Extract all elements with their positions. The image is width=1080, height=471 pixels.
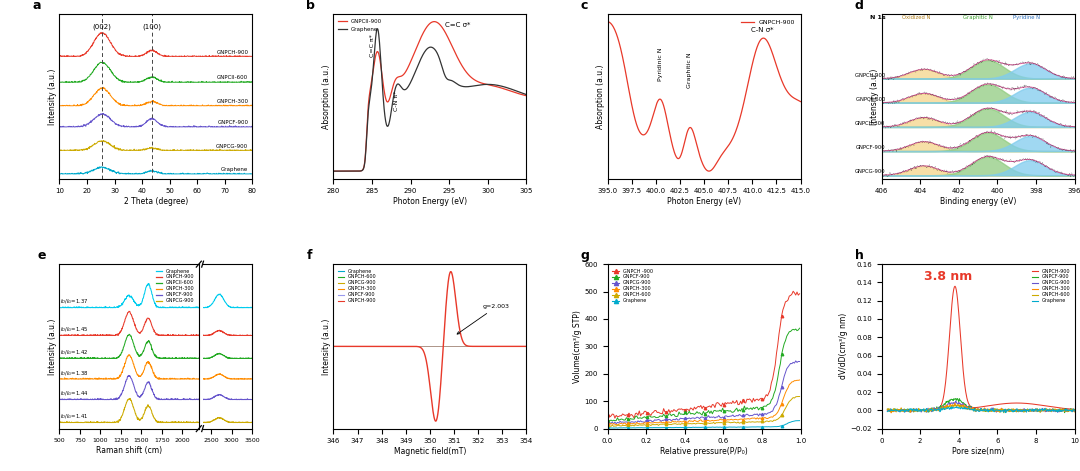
Text: N 1s: N 1s [869,15,886,20]
Text: C-N σ*: C-N σ* [751,27,773,33]
GNPCII-900 [428,19,441,24]
Text: f: f [307,249,312,262]
Text: (002): (002) [93,24,111,30]
X-axis label: Binding energy (eV): Binding energy (eV) [940,197,1016,206]
Graphene [516,90,529,96]
Text: GNPCII 600: GNPCII 600 [856,97,886,102]
Legend: GNPCII-900, Graphene: GNPCII-900, Graphene [336,17,384,34]
Y-axis label: Intensity (a.u.): Intensity (a.u.) [48,68,56,124]
Text: Pyridinic N: Pyridinic N [658,47,663,81]
X-axis label: Raman shift (cm): Raman shift (cm) [96,446,162,455]
X-axis label: Photon Energy (eV): Photon Energy (eV) [667,197,741,206]
Text: Pyridine N: Pyridine N [1013,15,1040,20]
Text: GNPCH-300: GNPCH-300 [216,99,248,104]
X-axis label: Pore size(nm): Pore size(nm) [951,447,1004,456]
GNPCII-900 [419,27,432,32]
Y-axis label: Absorption (a.u.): Absorption (a.u.) [596,64,605,129]
Y-axis label: Intensity (a.u.): Intensity (a.u.) [322,318,330,374]
Text: Graphitic N: Graphitic N [687,52,692,88]
Text: GNPCG-900: GNPCG-900 [216,144,248,148]
X-axis label: Relative pressure(P/P₀): Relative pressure(P/P₀) [660,447,748,456]
Legend: GNPCH -900, GNPCF-900, GNPCG-900, GNPCH-300, GNPCH-600, Graphene: GNPCH -900, GNPCF-900, GNPCG-900, GNPCH-… [610,267,656,305]
Text: $I_D$/$I_G$=1.45: $I_D$/$I_G$=1.45 [60,325,89,334]
GNPCII-900 [420,25,433,31]
Graphene [442,77,455,82]
Text: b: b [307,0,315,12]
Graphene [420,47,433,52]
Text: C=C π*: C=C π* [369,34,375,57]
GNPCII-900 [432,20,445,26]
Graphene [519,92,532,97]
Graphene [419,48,432,53]
Y-axis label: Volume(cm³/g STP): Volume(cm³/g STP) [572,310,581,383]
Text: $I_D$/$I_G$=1.38: $I_D$/$I_G$=1.38 [60,369,89,378]
GNPCII-900 [519,93,532,98]
Text: GNPCH 900: GNPCH 900 [855,73,886,78]
Text: e: e [37,249,45,262]
Graphene [432,53,445,58]
Y-axis label: Intensity (a.u.): Intensity (a.u.) [869,68,879,124]
Text: $I_D$/$I_G$=1.42: $I_D$/$I_G$=1.42 [60,349,89,357]
Text: GNPCH-300: GNPCH-300 [855,121,886,126]
Y-axis label: Intensity (a.u.): Intensity (a.u.) [48,318,56,374]
Text: GNPCH-900: GNPCH-900 [216,49,248,55]
Legend: GNPCH-900: GNPCH-900 [739,17,797,28]
Text: GNPCF-900: GNPCF-900 [217,120,248,125]
Y-axis label: dV/dD(cm³/g nm): dV/dD(cm³/g nm) [838,313,848,380]
GNPCII-900 [442,36,455,42]
Graphene [327,168,340,174]
Text: GNPCG-900: GNPCG-900 [855,169,886,174]
Graphene [372,26,384,32]
Text: Graphitic N: Graphitic N [963,15,993,20]
Text: d: d [854,0,863,12]
Text: $I_D$/$I_G$=1.44: $I_D$/$I_G$=1.44 [60,390,89,398]
Text: Oxidized N: Oxidized N [902,15,931,20]
Legend: Graphene, GNPCH-900, GNPCII-600, GNPCH-300, GNPCF-900, GNPCG-900: Graphene, GNPCH-900, GNPCII-600, GNPCH-3… [154,267,197,305]
X-axis label: Magnetic field(mT): Magnetic field(mT) [394,447,467,456]
Line: GNPCII-900: GNPCII-900 [334,22,526,171]
Text: C=C σ*: C=C σ* [445,22,471,28]
Text: a: a [32,0,41,12]
GNPCII-900 [486,83,499,89]
Graphene [486,82,499,88]
Text: g=2.003: g=2.003 [457,304,510,334]
Text: GNPCF-900: GNPCF-900 [855,145,886,150]
Text: c: c [581,0,588,12]
X-axis label: Photon Energy (eV): Photon Energy (eV) [393,197,467,206]
Text: C-N π*: C-N π* [394,91,400,111]
Text: Graphene: Graphene [221,167,248,172]
Text: h: h [854,249,863,262]
Text: g: g [581,249,590,262]
Y-axis label: Absorption (a.u.): Absorption (a.u.) [322,64,330,129]
GNPCII-900 [516,92,529,97]
X-axis label: 2 Theta (degree): 2 Theta (degree) [124,197,188,206]
Text: 3.8 nm: 3.8 nm [924,270,972,283]
GNPCII-900 [327,168,340,174]
Legend: Graphene, GNPCH-600, GNPCG-900, GNPCH-300, GNPCF-900, GNPCH-900: Graphene, GNPCH-600, GNPCG-900, GNPCH-30… [336,267,378,305]
Legend: GNPCH-900, GNPCF-900, GNPCG-900, GNPCH-300, GNPCH-600, Graphene: GNPCH-900, GNPCF-900, GNPCG-900, GNPCH-3… [1030,267,1072,305]
Line: Graphene: Graphene [334,29,526,171]
Text: GNPCII-600: GNPCII-600 [217,75,248,81]
Text: (100): (100) [143,24,161,30]
Text: $I_D$/$I_G$=1.41: $I_D$/$I_G$=1.41 [60,413,89,422]
Text: $I_D$/$I_G$=1.37: $I_D$/$I_G$=1.37 [60,298,89,307]
